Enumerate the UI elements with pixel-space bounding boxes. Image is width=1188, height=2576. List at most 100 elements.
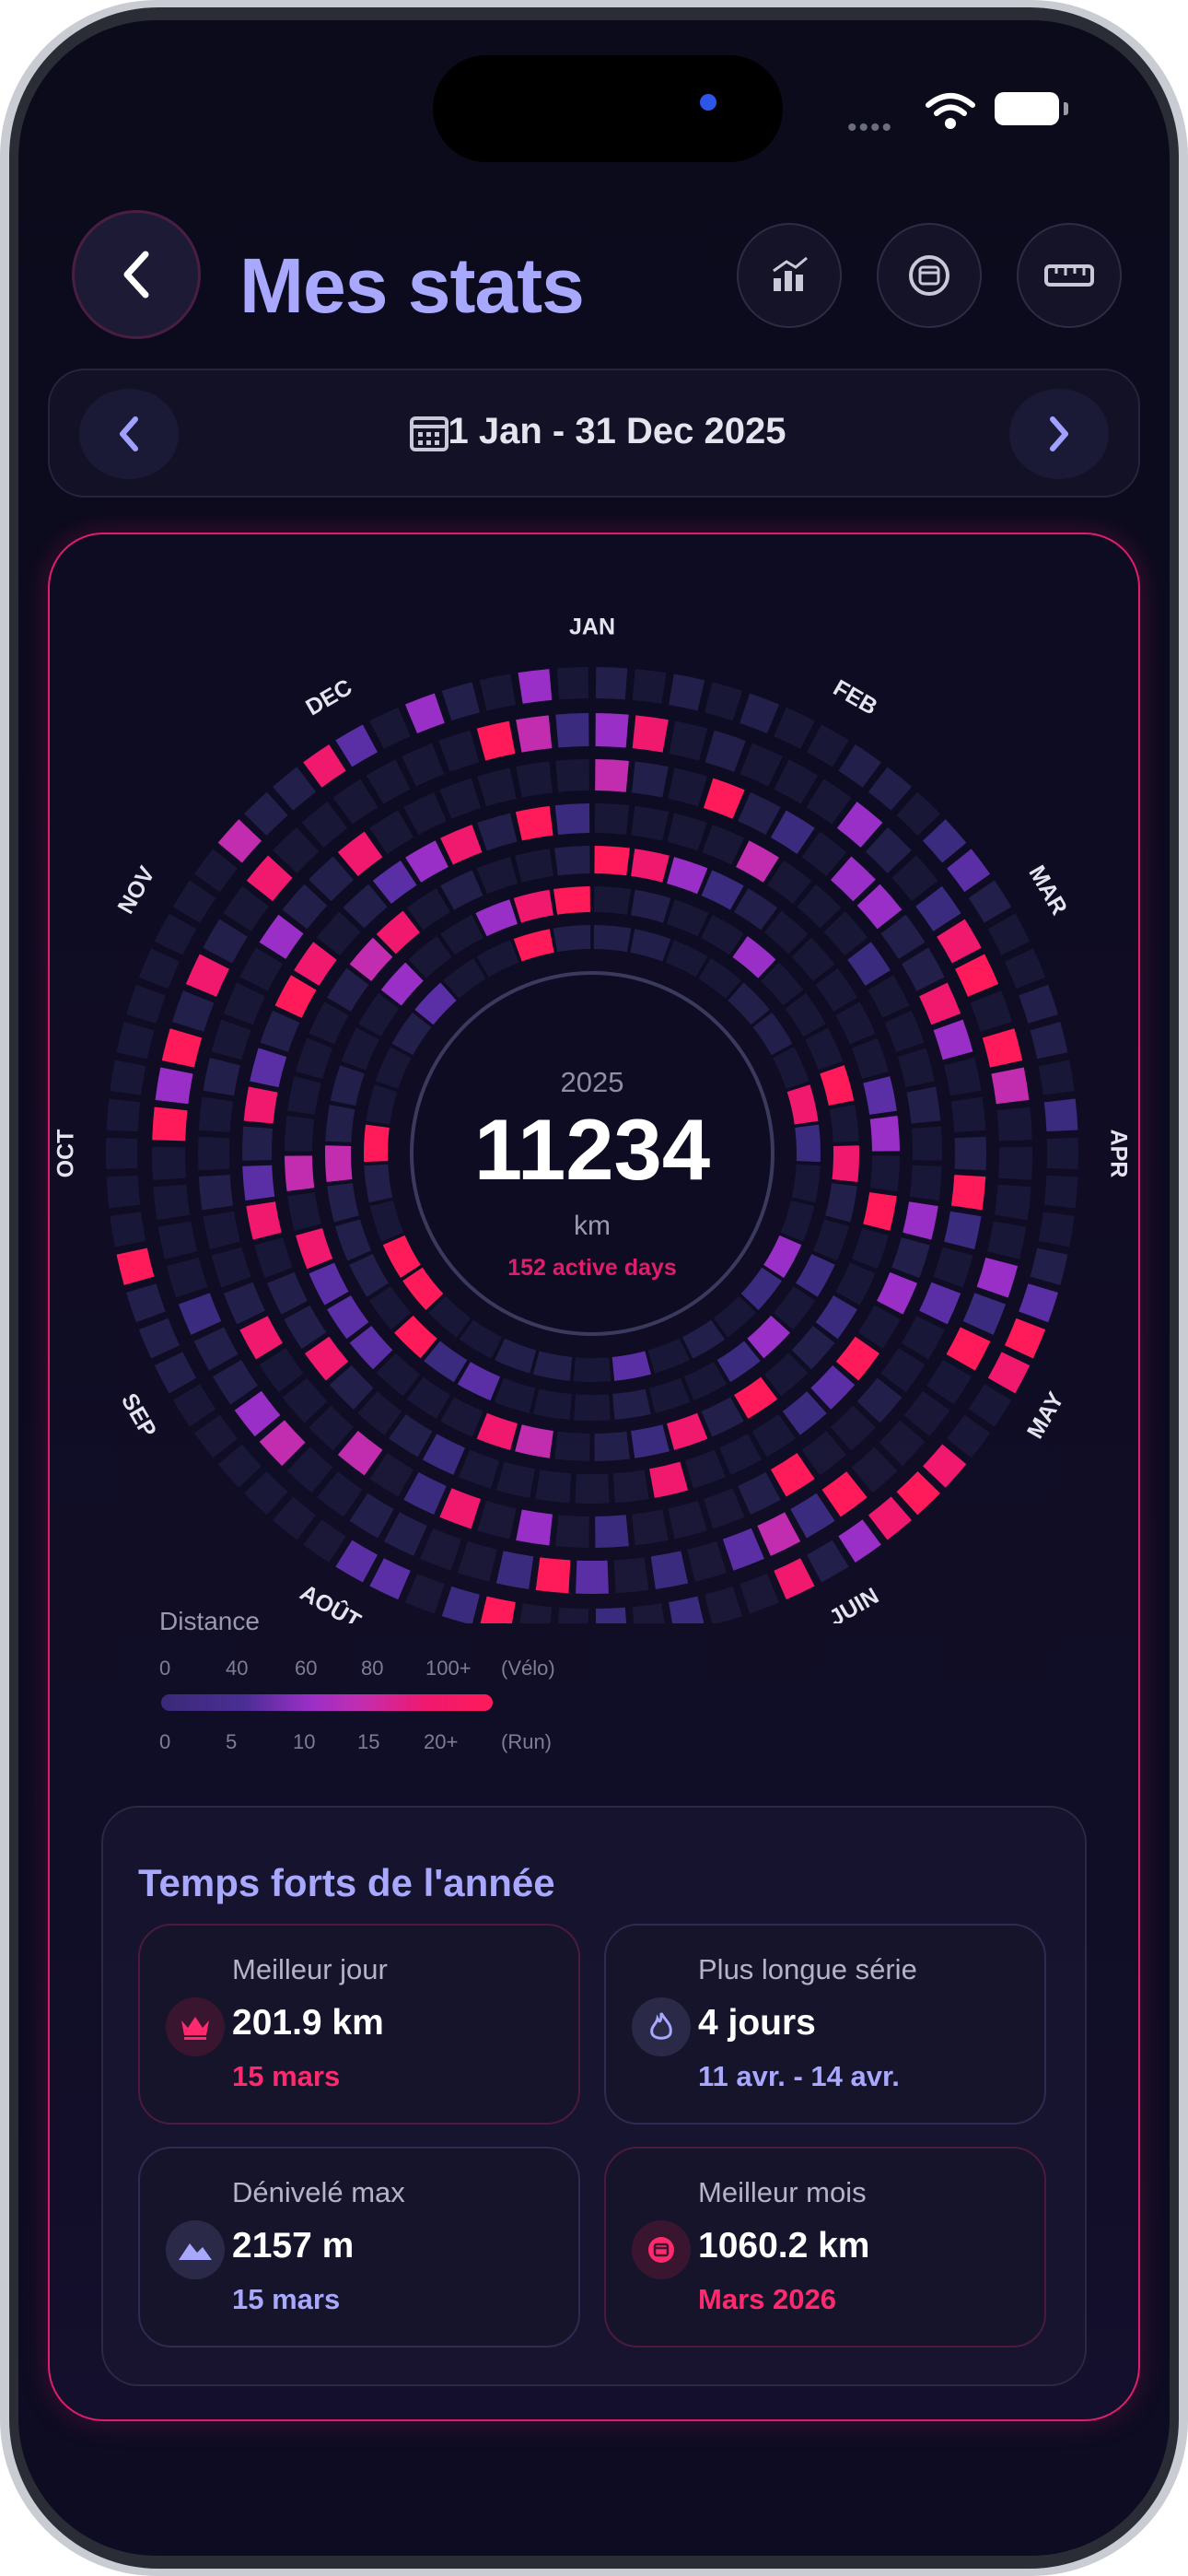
day-segment [705, 1586, 743, 1623]
day-segment [391, 1012, 432, 1056]
highlight-best-day[interactable]: Meilleur jour 201.9 km 15 mars [138, 1924, 580, 2125]
day-segment [203, 919, 248, 964]
camera-dot [700, 94, 716, 111]
day-segment [595, 759, 629, 792]
highlight-longest-streak[interactable]: Plus longue série 4 jours 11 avr. - 14 a… [604, 1924, 1046, 2125]
day-segment [647, 1338, 690, 1374]
back-button[interactable] [72, 210, 201, 339]
day-segment [335, 724, 378, 767]
date-range-label[interactable]: 1 Jan - 31 Dec 2025 [448, 411, 786, 451]
day-segment [868, 767, 912, 811]
day-segment [273, 1496, 317, 1540]
day-segment [161, 1028, 203, 1068]
previous-period-button[interactable] [79, 389, 179, 479]
month-label: NOV [112, 862, 159, 919]
day-segment [573, 1357, 611, 1382]
day-segment [950, 1096, 986, 1132]
day-segment [305, 1336, 349, 1381]
day-segment [193, 849, 238, 893]
day-segment [330, 1065, 365, 1107]
highlight-label: Plus longue série [698, 1953, 917, 1985]
day-segment [404, 693, 445, 733]
day-segment [259, 1348, 304, 1393]
day-segment [422, 1434, 465, 1475]
ruler-button[interactable] [1017, 223, 1122, 328]
day-segment [405, 840, 448, 883]
day-segment [705, 730, 746, 772]
day-segment [701, 1397, 744, 1437]
legend-run-tick: 10 [293, 1730, 316, 1753]
day-segment [790, 1493, 835, 1539]
calendar-button[interactable] [877, 223, 982, 328]
day-segment [535, 1469, 572, 1504]
day-segment [106, 1137, 138, 1170]
day-segment [476, 940, 519, 978]
day-segment [309, 1262, 349, 1306]
day-segment [457, 1540, 497, 1582]
day-segment [933, 1247, 973, 1288]
day-segment [404, 1574, 445, 1614]
highlight-sub: 15 mars [232, 2283, 341, 2315]
day-segment [810, 1364, 856, 1410]
day-segment [479, 673, 516, 711]
day-segment [287, 1076, 321, 1115]
day-segment [987, 1221, 1027, 1259]
day-segment [719, 1434, 763, 1475]
day-segment [555, 759, 589, 792]
day-segment [740, 1574, 780, 1614]
day-segment [632, 669, 667, 704]
next-period-button[interactable] [1009, 389, 1109, 479]
month-label: SEP [116, 1389, 161, 1442]
day-segment [923, 819, 967, 863]
day-segment [402, 1267, 444, 1310]
day-segment [389, 1414, 433, 1458]
day-segment [595, 667, 628, 700]
day-segment [477, 767, 517, 807]
day-segment [631, 1424, 670, 1458]
day-segment [926, 1360, 973, 1405]
day-segment [801, 831, 847, 877]
day-segment [153, 1184, 191, 1221]
day-segment [667, 813, 707, 851]
highlight-best-month[interactable]: Meilleur mois 1060.2 km Mars 2026 [604, 2147, 1046, 2348]
day-segment [369, 1453, 414, 1497]
day-segment [950, 1175, 986, 1211]
day-segment [880, 1348, 926, 1393]
day-segment [896, 1471, 940, 1516]
day-segment [246, 855, 293, 902]
day-segment [555, 713, 589, 748]
day-segment [946, 1327, 991, 1371]
day-segment [243, 1086, 278, 1124]
day-segment [1019, 1283, 1058, 1323]
day-segment [380, 962, 424, 1006]
day-segment [701, 915, 744, 955]
day-segment [349, 1325, 393, 1370]
day-segment [770, 1453, 815, 1497]
day-segment [406, 1376, 450, 1419]
day-segment [332, 779, 379, 825]
day-segment [296, 1228, 333, 1270]
day-segment [831, 856, 876, 902]
day-segment [998, 1146, 1032, 1180]
day-segment [211, 1019, 251, 1060]
day-segment [835, 1336, 879, 1381]
day-segment [327, 967, 369, 1012]
day-segment [574, 1394, 611, 1421]
day-segment [906, 1086, 941, 1124]
legend-velo-tick: 100+ [425, 1657, 472, 1680]
day-segment [791, 937, 835, 982]
chart-button[interactable] [737, 223, 842, 328]
day-segment [515, 1424, 553, 1458]
day-segment [185, 954, 229, 997]
day-segment [358, 993, 400, 1037]
day-segment [402, 743, 445, 787]
center-circle [410, 971, 775, 1336]
highlight-max-elevation[interactable]: Dénivelé max 2157 m 15 mars [138, 2147, 580, 2348]
day-segment [970, 990, 1013, 1032]
day-segment [126, 984, 166, 1024]
day-segment [335, 1540, 378, 1583]
day-segment [863, 1192, 897, 1231]
day-segment [632, 715, 669, 753]
day-segment [239, 1316, 283, 1360]
day-segment [774, 707, 815, 749]
